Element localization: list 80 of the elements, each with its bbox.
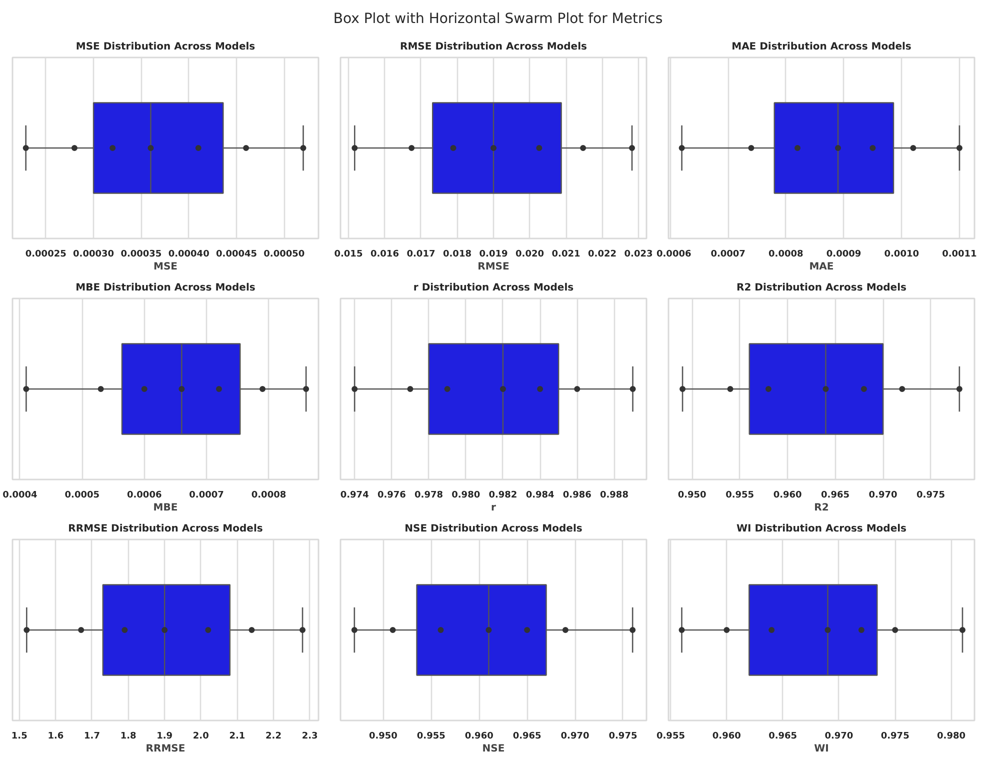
x-tick-label: 0.018	[443, 250, 472, 260]
x-tick-label: 0.00040	[168, 250, 210, 260]
x-tick-label: 0.022	[588, 250, 617, 260]
x-axis-title: RMSE	[478, 262, 510, 272]
x-axis-title: WI	[814, 744, 829, 754]
x-tick-label: 0.975	[880, 732, 910, 742]
x-tick-label: 0.00025	[25, 250, 66, 260]
x-tick-label: 0.00030	[73, 250, 114, 260]
x-axis-title: RRMSE	[146, 744, 186, 754]
x-axis-title: R2	[814, 502, 829, 514]
x-tick-label: 0.988	[600, 490, 628, 500]
x-tick-label: 0.0004	[2, 490, 38, 500]
x-axis-title: r	[491, 502, 496, 514]
x-tick-label: 0.960	[773, 490, 802, 500]
x-tick-label: 1.9	[156, 732, 173, 742]
x-tick-label: 2.0	[192, 732, 209, 742]
x-tick-label: 0.019	[479, 250, 508, 260]
x-tick-label: 0.0011	[942, 250, 977, 260]
x-tick-label: 0.974	[340, 490, 369, 500]
x-tick-label: 2.3	[302, 732, 318, 742]
x-tick-label: 0.021	[552, 250, 580, 260]
x-tick-label: 0.00045	[216, 250, 258, 260]
x-tick-label: 0.0006	[126, 490, 162, 500]
chart-title: MBE Distribution Across Models	[76, 282, 256, 294]
x-tick-label: 0.00050	[264, 250, 305, 260]
x-tick-label: 0.986	[562, 490, 592, 500]
chart-title: RMSE Distribution Across Models	[400, 42, 588, 52]
chart-title: NSE Distribution Across Models	[404, 524, 582, 534]
chart-title: RRMSE Distribution Across Models	[68, 524, 263, 534]
x-tick-label: 0.970	[560, 732, 590, 742]
x-tick-label: 0.020	[516, 250, 544, 260]
x-tick-label: 0.960	[464, 732, 494, 742]
x-tick-label: 2.2	[266, 732, 282, 742]
x-tick-label: 1.8	[120, 732, 136, 742]
x-tick-label: 1.6	[48, 732, 64, 742]
chart-title: MAE Distribution Across Models	[732, 42, 912, 52]
x-tick-label: 0.0006	[656, 250, 692, 260]
x-tick-label: 1.7	[84, 732, 100, 742]
x-axis-title: MBE	[153, 502, 178, 514]
x-tick-label: 0.0007	[710, 250, 746, 260]
x-axis-title: NSE	[482, 744, 505, 754]
x-tick-label: 1.5	[11, 732, 28, 742]
chart-title: r Distribution Across Models	[413, 282, 574, 294]
x-tick-label: 0.970	[868, 490, 898, 500]
x-tick-label: 0.0009	[826, 250, 862, 260]
x-tick-label: 0.955	[656, 732, 685, 742]
x-tick-label: 0.0008	[251, 490, 286, 500]
x-tick-label: 0.0010	[884, 250, 919, 260]
x-tick-label: 0.0007	[189, 490, 224, 500]
x-tick-label: 0.975	[608, 732, 638, 742]
x-tick-label: 0.955	[416, 732, 446, 742]
x-tick-label: 0.0005	[64, 490, 100, 500]
x-tick-label: 0.980	[937, 732, 966, 742]
text: Box Plot with Horizontal Swarm Plot for Metrics	[333, 10, 663, 29]
x-tick-label: 0.978	[414, 490, 444, 500]
x-tick-label: 0.023	[624, 250, 653, 260]
x-tick-label: 0.982	[488, 490, 518, 500]
x-tick-label: 0.984	[526, 490, 554, 500]
x-tick-label: 0.0008	[768, 250, 804, 260]
x-tick-label: 0.960	[712, 732, 741, 742]
chart-title: MSE Distribution Across Models	[76, 42, 256, 52]
x-tick-label: 0.965	[512, 732, 542, 742]
x-tick-label: 0.950	[678, 490, 706, 500]
x-axis-title: MAE	[809, 262, 834, 272]
x-tick-label: 0.975	[916, 490, 946, 500]
x-tick-label: 2.1	[229, 732, 246, 742]
x-tick-label: 0.00035	[120, 250, 162, 260]
x-tick-label: 0.980	[452, 490, 480, 500]
x-tick-label: 0.965	[768, 732, 798, 742]
chart-title: WI Distribution Across Models	[736, 524, 907, 534]
chart-title: R2 Distribution Across Models	[736, 282, 907, 294]
x-tick-label: 0.016	[370, 250, 399, 260]
x-tick-label: 0.017	[406, 250, 436, 260]
x-tick-label: 0.015	[334, 250, 363, 260]
x-tick-label: 0.965	[821, 490, 850, 500]
x-tick-label: 0.976	[377, 490, 406, 500]
x-axis-title: MSE	[154, 262, 178, 272]
x-tick-label: 0.970	[824, 732, 854, 742]
x-tick-label: 0.955	[726, 490, 754, 500]
x-tick-label: 0.950	[368, 732, 398, 742]
